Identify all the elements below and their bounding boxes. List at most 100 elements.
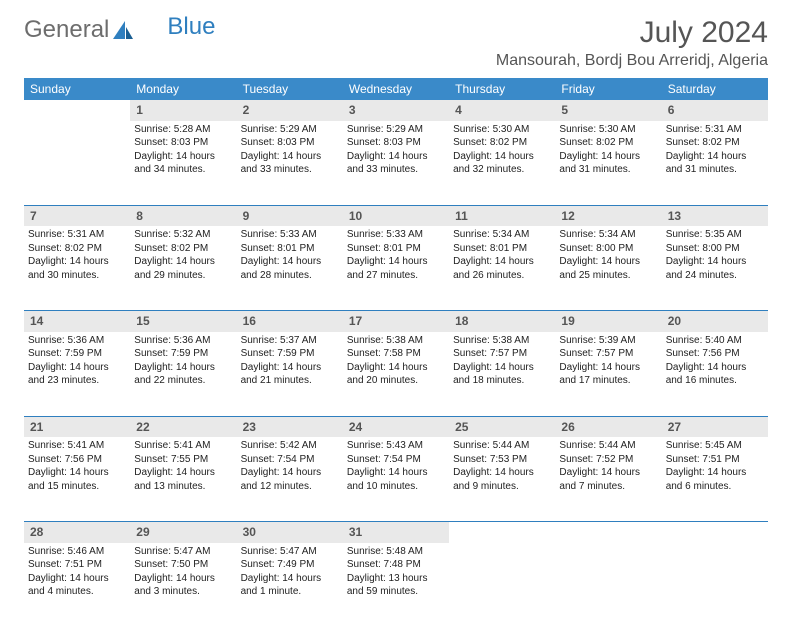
daylight-text: Daylight: 14 hours and 4 minutes.: [28, 572, 126, 599]
daylight-text: Daylight: 14 hours and 30 minutes.: [28, 255, 126, 282]
daylight-text: Daylight: 14 hours and 31 minutes.: [666, 150, 764, 177]
weekday-header: Thursday: [449, 78, 555, 100]
daylight-text: Daylight: 13 hours and 59 minutes.: [347, 572, 445, 599]
sunset-text: Sunset: 7:48 PM: [347, 558, 445, 572]
sunrise-text: Sunrise: 5:43 AM: [347, 439, 445, 453]
day-content-cell: Sunrise: 5:30 AMSunset: 8:02 PMDaylight:…: [555, 121, 661, 205]
daylight-text: Daylight: 14 hours and 18 minutes.: [453, 361, 551, 388]
day-number-cell: 6: [662, 100, 768, 121]
sunrise-text: Sunrise: 5:34 AM: [453, 228, 551, 242]
sunset-text: Sunset: 8:01 PM: [347, 242, 445, 256]
daylight-text: Daylight: 14 hours and 24 minutes.: [666, 255, 764, 282]
day-content-cell: Sunrise: 5:29 AMSunset: 8:03 PMDaylight:…: [237, 121, 343, 205]
day-number-cell: 8: [130, 205, 236, 226]
empty-cell: [555, 522, 661, 543]
daylight-text: Daylight: 14 hours and 23 minutes.: [28, 361, 126, 388]
day-number-row: 28293031: [24, 522, 768, 543]
day-number-cell: 14: [24, 311, 130, 332]
day-content-cell: Sunrise: 5:40 AMSunset: 7:56 PMDaylight:…: [662, 332, 768, 416]
day-content-cell: Sunrise: 5:31 AMSunset: 8:02 PMDaylight:…: [24, 226, 130, 310]
day-number-cell: 9: [237, 205, 343, 226]
sunrise-text: Sunrise: 5:48 AM: [347, 545, 445, 559]
day-content-cell: Sunrise: 5:43 AMSunset: 7:54 PMDaylight:…: [343, 437, 449, 521]
day-number: 26: [561, 420, 574, 434]
day-number: 31: [349, 525, 362, 539]
day-number: 23: [243, 420, 256, 434]
month-title: July 2024: [496, 16, 768, 50]
daylight-text: Daylight: 14 hours and 29 minutes.: [134, 255, 232, 282]
sunset-text: Sunset: 7:56 PM: [666, 347, 764, 361]
day-number-cell: 2: [237, 100, 343, 121]
sunrise-text: Sunrise: 5:38 AM: [453, 334, 551, 348]
day-content-cell: Sunrise: 5:44 AMSunset: 7:52 PMDaylight:…: [555, 437, 661, 521]
day-number: 30: [243, 525, 256, 539]
logo-text-blue: Blue: [167, 13, 215, 41]
day-number: 13: [668, 209, 681, 223]
sunset-text: Sunset: 8:02 PM: [28, 242, 126, 256]
logo-text-general: General: [24, 16, 109, 44]
day-content-row: Sunrise: 5:36 AMSunset: 7:59 PMDaylight:…: [24, 332, 768, 416]
sunrise-text: Sunrise: 5:30 AM: [453, 123, 551, 137]
sunset-text: Sunset: 7:58 PM: [347, 347, 445, 361]
day-number-cell: 5: [555, 100, 661, 121]
title-block: July 2024 Mansourah, Bordj Bou Arreridj,…: [496, 16, 768, 70]
sunrise-text: Sunrise: 5:38 AM: [347, 334, 445, 348]
day-number-row: 14151617181920: [24, 311, 768, 332]
header: General Blue July 2024 Mansourah, Bordj …: [24, 16, 768, 70]
sunset-text: Sunset: 8:01 PM: [453, 242, 551, 256]
day-content-cell: Sunrise: 5:34 AMSunset: 8:01 PMDaylight:…: [449, 226, 555, 310]
day-content-row: Sunrise: 5:28 AMSunset: 8:03 PMDaylight:…: [24, 121, 768, 205]
day-number-cell: 26: [555, 416, 661, 437]
sunrise-text: Sunrise: 5:33 AM: [347, 228, 445, 242]
day-number-cell: 30: [237, 522, 343, 543]
weekday-header: Sunday: [24, 78, 130, 100]
day-number: 20: [668, 314, 681, 328]
daylight-text: Daylight: 14 hours and 22 minutes.: [134, 361, 232, 388]
day-number: 9: [243, 209, 250, 223]
day-number: 5: [561, 103, 568, 117]
sunset-text: Sunset: 8:03 PM: [134, 136, 232, 150]
day-number-cell: 28: [24, 522, 130, 543]
day-number-cell: 7: [24, 205, 130, 226]
sunset-text: Sunset: 8:03 PM: [347, 136, 445, 150]
sunset-text: Sunset: 7:49 PM: [241, 558, 339, 572]
day-content-row: Sunrise: 5:31 AMSunset: 8:02 PMDaylight:…: [24, 226, 768, 310]
day-number: 6: [668, 103, 675, 117]
daylight-text: Daylight: 14 hours and 9 minutes.: [453, 466, 551, 493]
day-number-cell: 21: [24, 416, 130, 437]
sunset-text: Sunset: 7:59 PM: [241, 347, 339, 361]
day-content-cell: Sunrise: 5:36 AMSunset: 7:59 PMDaylight:…: [130, 332, 236, 416]
day-content-cell: Sunrise: 5:33 AMSunset: 8:01 PMDaylight:…: [237, 226, 343, 310]
day-number: 28: [30, 525, 43, 539]
sunset-text: Sunset: 8:00 PM: [559, 242, 657, 256]
daylight-text: Daylight: 14 hours and 21 minutes.: [241, 361, 339, 388]
sunset-text: Sunset: 7:57 PM: [559, 347, 657, 361]
daylight-text: Daylight: 14 hours and 34 minutes.: [134, 150, 232, 177]
day-content-cell: Sunrise: 5:46 AMSunset: 7:51 PMDaylight:…: [24, 543, 130, 627]
day-content-cell: Sunrise: 5:28 AMSunset: 8:03 PMDaylight:…: [130, 121, 236, 205]
day-content-cell: Sunrise: 5:31 AMSunset: 8:02 PMDaylight:…: [662, 121, 768, 205]
day-number-cell: 10: [343, 205, 449, 226]
day-number-cell: 15: [130, 311, 236, 332]
sunset-text: Sunset: 7:59 PM: [28, 347, 126, 361]
sunrise-text: Sunrise: 5:36 AM: [28, 334, 126, 348]
sunrise-text: Sunrise: 5:44 AM: [453, 439, 551, 453]
day-number-cell: 12: [555, 205, 661, 226]
sunset-text: Sunset: 7:57 PM: [453, 347, 551, 361]
day-number: 17: [349, 314, 362, 328]
day-number-cell: 27: [662, 416, 768, 437]
day-number-cell: 3: [343, 100, 449, 121]
sunrise-text: Sunrise: 5:41 AM: [134, 439, 232, 453]
sunrise-text: Sunrise: 5:44 AM: [559, 439, 657, 453]
weekday-header: Saturday: [662, 78, 768, 100]
daylight-text: Daylight: 14 hours and 20 minutes.: [347, 361, 445, 388]
day-number-cell: 17: [343, 311, 449, 332]
sunrise-text: Sunrise: 5:35 AM: [666, 228, 764, 242]
day-number-cell: 4: [449, 100, 555, 121]
daylight-text: Daylight: 14 hours and 1 minute.: [241, 572, 339, 599]
sunrise-text: Sunrise: 5:45 AM: [666, 439, 764, 453]
day-number-cell: 25: [449, 416, 555, 437]
weekday-header-row: SundayMondayTuesdayWednesdayThursdayFrid…: [24, 78, 768, 100]
sunset-text: Sunset: 8:00 PM: [666, 242, 764, 256]
sunrise-text: Sunrise: 5:41 AM: [28, 439, 126, 453]
